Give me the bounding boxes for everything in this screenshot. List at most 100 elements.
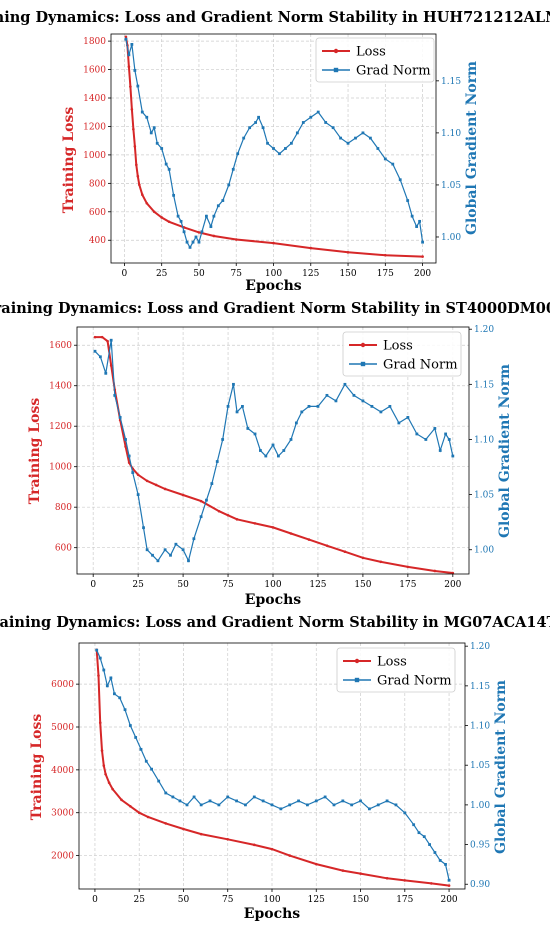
data-point bbox=[289, 532, 293, 535]
data-point bbox=[181, 493, 185, 497]
data-point bbox=[156, 559, 160, 563]
data-point bbox=[102, 668, 106, 672]
data-point bbox=[231, 167, 235, 171]
data-point bbox=[325, 544, 329, 547]
data-point bbox=[157, 779, 161, 783]
data-point bbox=[212, 234, 216, 238]
data-point bbox=[266, 141, 269, 145]
data-point bbox=[406, 416, 410, 419]
data-point bbox=[182, 827, 185, 831]
data-point bbox=[132, 127, 135, 131]
data-point bbox=[144, 759, 148, 763]
data-point bbox=[433, 851, 437, 854]
data-point bbox=[155, 141, 159, 145]
y-left-tick-label: 1400 bbox=[83, 94, 106, 104]
y-axis-label-right: Global Gradient Norm bbox=[493, 680, 509, 854]
data-point bbox=[354, 136, 357, 140]
y-left-tick-label: 1000 bbox=[49, 463, 72, 473]
y-left-tick-label: 1200 bbox=[49, 422, 72, 432]
y-left-tick-label: 3000 bbox=[51, 809, 74, 819]
data-point bbox=[124, 438, 127, 441]
data-point bbox=[346, 251, 350, 254]
data-point bbox=[361, 131, 365, 135]
legend-box bbox=[342, 331, 462, 377]
x-tick-label: 175 bbox=[377, 269, 394, 279]
data-point bbox=[109, 676, 113, 680]
data-point bbox=[235, 410, 239, 414]
data-point bbox=[369, 136, 372, 140]
data-point bbox=[135, 163, 138, 167]
data-point bbox=[361, 399, 365, 403]
data-point bbox=[152, 126, 156, 130]
series-line-loss bbox=[124, 36, 423, 258]
data-point bbox=[145, 479, 149, 483]
x-tick-label: 50 bbox=[177, 580, 189, 590]
data-point bbox=[257, 115, 260, 119]
data-point bbox=[236, 152, 240, 156]
y-axis-label-left: Training Loss bbox=[27, 398, 43, 505]
data-point bbox=[210, 482, 214, 485]
data-point bbox=[127, 65, 131, 69]
data-point bbox=[145, 201, 149, 205]
data-point bbox=[97, 674, 100, 677]
data-point bbox=[192, 795, 196, 799]
data-point bbox=[341, 799, 345, 803]
data-point bbox=[120, 798, 123, 802]
data-point bbox=[98, 355, 102, 359]
x-axis-label: Epochs bbox=[245, 278, 302, 294]
legend-marker bbox=[360, 361, 366, 367]
data-point bbox=[209, 225, 213, 228]
data-point bbox=[194, 235, 198, 239]
y-left-tick-label: 5000 bbox=[51, 723, 74, 733]
x-tick-label: 50 bbox=[193, 269, 205, 279]
x-tick-label: 175 bbox=[396, 895, 413, 905]
data-point bbox=[289, 141, 293, 145]
y-axis-label-right: Global Gradient Norm bbox=[464, 61, 480, 235]
data-point bbox=[93, 335, 97, 339]
data-point bbox=[352, 393, 356, 397]
data-point bbox=[332, 803, 336, 807]
x-tick-label: 75 bbox=[231, 269, 243, 279]
data-point bbox=[145, 548, 149, 552]
data-point bbox=[343, 382, 347, 386]
data-point bbox=[128, 724, 132, 727]
y-left-tick-label: 4000 bbox=[51, 766, 74, 776]
y-right-tick-label: 1.00 bbox=[474, 546, 494, 556]
y-left-tick-label: 800 bbox=[55, 503, 72, 513]
data-point bbox=[314, 799, 318, 803]
data-point bbox=[95, 648, 99, 652]
data-point bbox=[167, 220, 171, 224]
data-point bbox=[124, 37, 128, 41]
chart-title: Training Dynamics: Loss and Gradient Nor… bbox=[0, 614, 550, 631]
x-tick-label: 25 bbox=[133, 895, 145, 905]
data-point bbox=[391, 162, 395, 166]
data-point bbox=[104, 371, 108, 375]
data-point bbox=[226, 837, 230, 841]
data-point bbox=[270, 803, 274, 807]
data-point bbox=[343, 550, 347, 554]
data-point bbox=[394, 803, 398, 807]
data-point bbox=[129, 804, 132, 808]
data-point bbox=[154, 483, 158, 487]
data-point bbox=[171, 795, 175, 799]
data-point bbox=[309, 115, 313, 119]
data-point bbox=[272, 147, 275, 150]
data-point bbox=[376, 803, 380, 807]
data-point bbox=[282, 449, 286, 452]
data-point bbox=[164, 162, 168, 166]
chart-title: Training Dynamics: Loss and Gradient Nor… bbox=[0, 9, 550, 26]
data-point bbox=[226, 795, 230, 799]
legend-label: Grad Norm bbox=[383, 358, 458, 373]
data-point bbox=[288, 803, 292, 807]
data-point bbox=[113, 393, 117, 397]
x-tick-label: 50 bbox=[178, 895, 190, 905]
y-left-tick-label: 1000 bbox=[83, 151, 106, 161]
data-point bbox=[307, 404, 311, 408]
data-point bbox=[199, 832, 203, 836]
data-point bbox=[350, 803, 354, 807]
x-tick-label: 75 bbox=[222, 895, 234, 905]
data-point bbox=[271, 443, 275, 447]
y-axis-label-left: Training Loss bbox=[61, 107, 77, 214]
data-point bbox=[109, 364, 113, 367]
